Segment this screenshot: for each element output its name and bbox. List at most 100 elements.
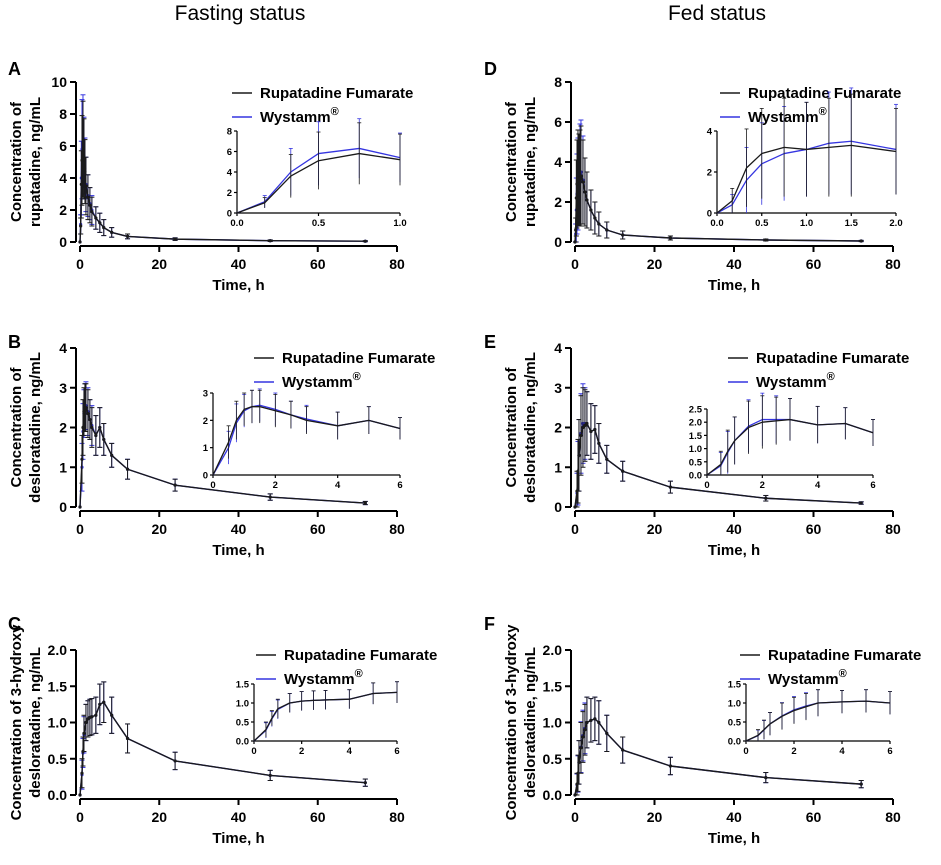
reference-data-point: [84, 184, 88, 188]
reference-data-point: [86, 195, 90, 199]
reference-data-point: [81, 425, 85, 430]
y-tick-label: 2: [59, 420, 67, 436]
reference-data-point: [574, 228, 578, 232]
reference-data-point: [585, 198, 589, 202]
reference-data-point: [573, 505, 577, 509]
legend-test-name: Wystamm: [756, 374, 827, 391]
reference-data-point: [573, 793, 577, 797]
registered-mark: ®: [839, 668, 847, 680]
reference-data-point: [88, 203, 92, 207]
inset-y-tick-label: 2: [227, 188, 232, 199]
x-tick-label: 20: [151, 521, 167, 537]
y-tick-label: 4: [554, 340, 562, 356]
panel-letter: F: [484, 614, 495, 634]
reference-data-point: [125, 467, 130, 471]
reference-series-line: [574, 175, 862, 243]
reference-data-point: [94, 433, 98, 438]
y-tick-label: 3: [554, 380, 562, 396]
reference-data-point: [90, 425, 94, 430]
reference-data-point: [576, 469, 580, 473]
inset-y-tick-label: 1.5: [689, 431, 703, 442]
test-series-line: [574, 422, 862, 508]
y-axis-title: Concentration of 3-hydroxy desloratadine,…: [503, 624, 539, 821]
reference-data-point: [125, 234, 130, 238]
inset-y-tick-label: 1.5: [728, 680, 742, 691]
panel-letter: E: [484, 332, 496, 352]
inset-y-tick-label: 0: [707, 209, 712, 220]
y-axis-title-line: desloratadine, ng/mL: [27, 352, 44, 503]
reference-data-point: [90, 210, 94, 214]
inset-y-tick-label: 0.0: [689, 471, 702, 482]
y-tick-label: 2.0: [543, 642, 563, 658]
inset-y-tick-label: 8: [227, 127, 232, 138]
inset-y-tick-label: 2: [707, 168, 712, 179]
inset-x-tick-label: 0: [704, 480, 709, 491]
x-tick-label: 60: [310, 809, 326, 825]
x-tick-label: 40: [726, 521, 742, 537]
x-tick-label: 60: [806, 521, 822, 537]
inset-chart: 0 2 4 0.0 0.5 1.0 1.5 2.0: [707, 87, 903, 229]
legend-test-label: Wystamm®: [748, 106, 827, 126]
inset-x-tick-label: 0.5: [312, 218, 326, 229]
reference-data-point: [80, 457, 84, 461]
reference-data-point: [173, 483, 177, 487]
reference-data-point: [125, 736, 130, 741]
y-tick-label: 4: [554, 154, 562, 170]
reference-series-line: [574, 718, 862, 796]
inset-reference-series-line: [212, 406, 401, 476]
x-axis-title: Time, h: [212, 277, 264, 294]
registered-mark: ®: [819, 106, 827, 118]
inset-y-tick-label: 1.5: [236, 680, 250, 691]
y-tick-label: 1.5: [543, 678, 563, 694]
inset-x-tick-label: 0: [251, 746, 256, 757]
reference-data-point: [110, 230, 114, 234]
reference-data-point: [668, 236, 673, 240]
inset-x-tick-label: 0.5: [755, 218, 769, 229]
y-tick-label: 1.0: [543, 715, 563, 731]
reference-data-point: [589, 718, 593, 722]
inset-chart: 0 1 2 3 0 2 4 6: [203, 388, 403, 491]
reference-data-point: [78, 505, 82, 509]
legend-reference-label: Rupatadine Fumarate: [282, 350, 435, 367]
reference-data-point: [173, 237, 177, 241]
inset-y-tick-label: 6: [227, 147, 232, 158]
reference-data-point: [859, 239, 863, 243]
inset-chart: 0.0 0.5 1.0 1.5 0 2 4 6: [236, 680, 400, 758]
x-tick-label: 40: [231, 521, 247, 537]
reference-data-point: [593, 216, 597, 220]
reference-data-point: [268, 495, 272, 499]
y-axis-title-line: desloratadine, ng/mL: [522, 647, 539, 798]
reference-data-point: [94, 713, 98, 717]
reference-data-point: [84, 720, 88, 725]
y-tick-label: 8: [554, 74, 562, 90]
reference-data-point: [575, 182, 579, 186]
reference-data-point: [102, 226, 106, 230]
y-tick-label: 10: [51, 74, 67, 90]
reference-data-point: [79, 224, 83, 228]
inset-x-tick-label: 0: [210, 480, 215, 491]
inset-y-tick-label: 4: [707, 127, 713, 138]
x-tick-label: 80: [389, 521, 405, 537]
legend-reference-label: Rupatadine Fumarate: [284, 647, 437, 664]
y-axis-title: Concentration of desloratadine, ng/mL: [503, 352, 539, 503]
inset-y-tick-label: 0: [227, 209, 232, 220]
reference-data-point: [268, 773, 272, 778]
reference-data-point: [82, 410, 86, 414]
x-tick-label: 40: [231, 809, 247, 825]
reference-data-point: [605, 228, 609, 232]
registered-mark: ®: [827, 371, 835, 383]
reference-data-point: [764, 496, 768, 500]
legend-test-name: Wystamm: [260, 109, 331, 126]
y-tick-label: 3: [59, 380, 67, 396]
legend-test-name: Wystamm: [282, 374, 353, 391]
reference-data-point: [589, 429, 593, 434]
y-axis-title: Concentration of desloratadine, ng/mL: [8, 352, 44, 503]
y-tick-label: 6: [554, 114, 562, 130]
reference-series-line: [79, 701, 366, 796]
x-tick-label: 20: [151, 809, 167, 825]
y-tick-label: 2: [59, 202, 67, 218]
y-axis-title: Concentration of 3-hydroxy desloratadine,…: [8, 624, 44, 821]
inset-x-tick-label: 1.5: [845, 218, 859, 229]
